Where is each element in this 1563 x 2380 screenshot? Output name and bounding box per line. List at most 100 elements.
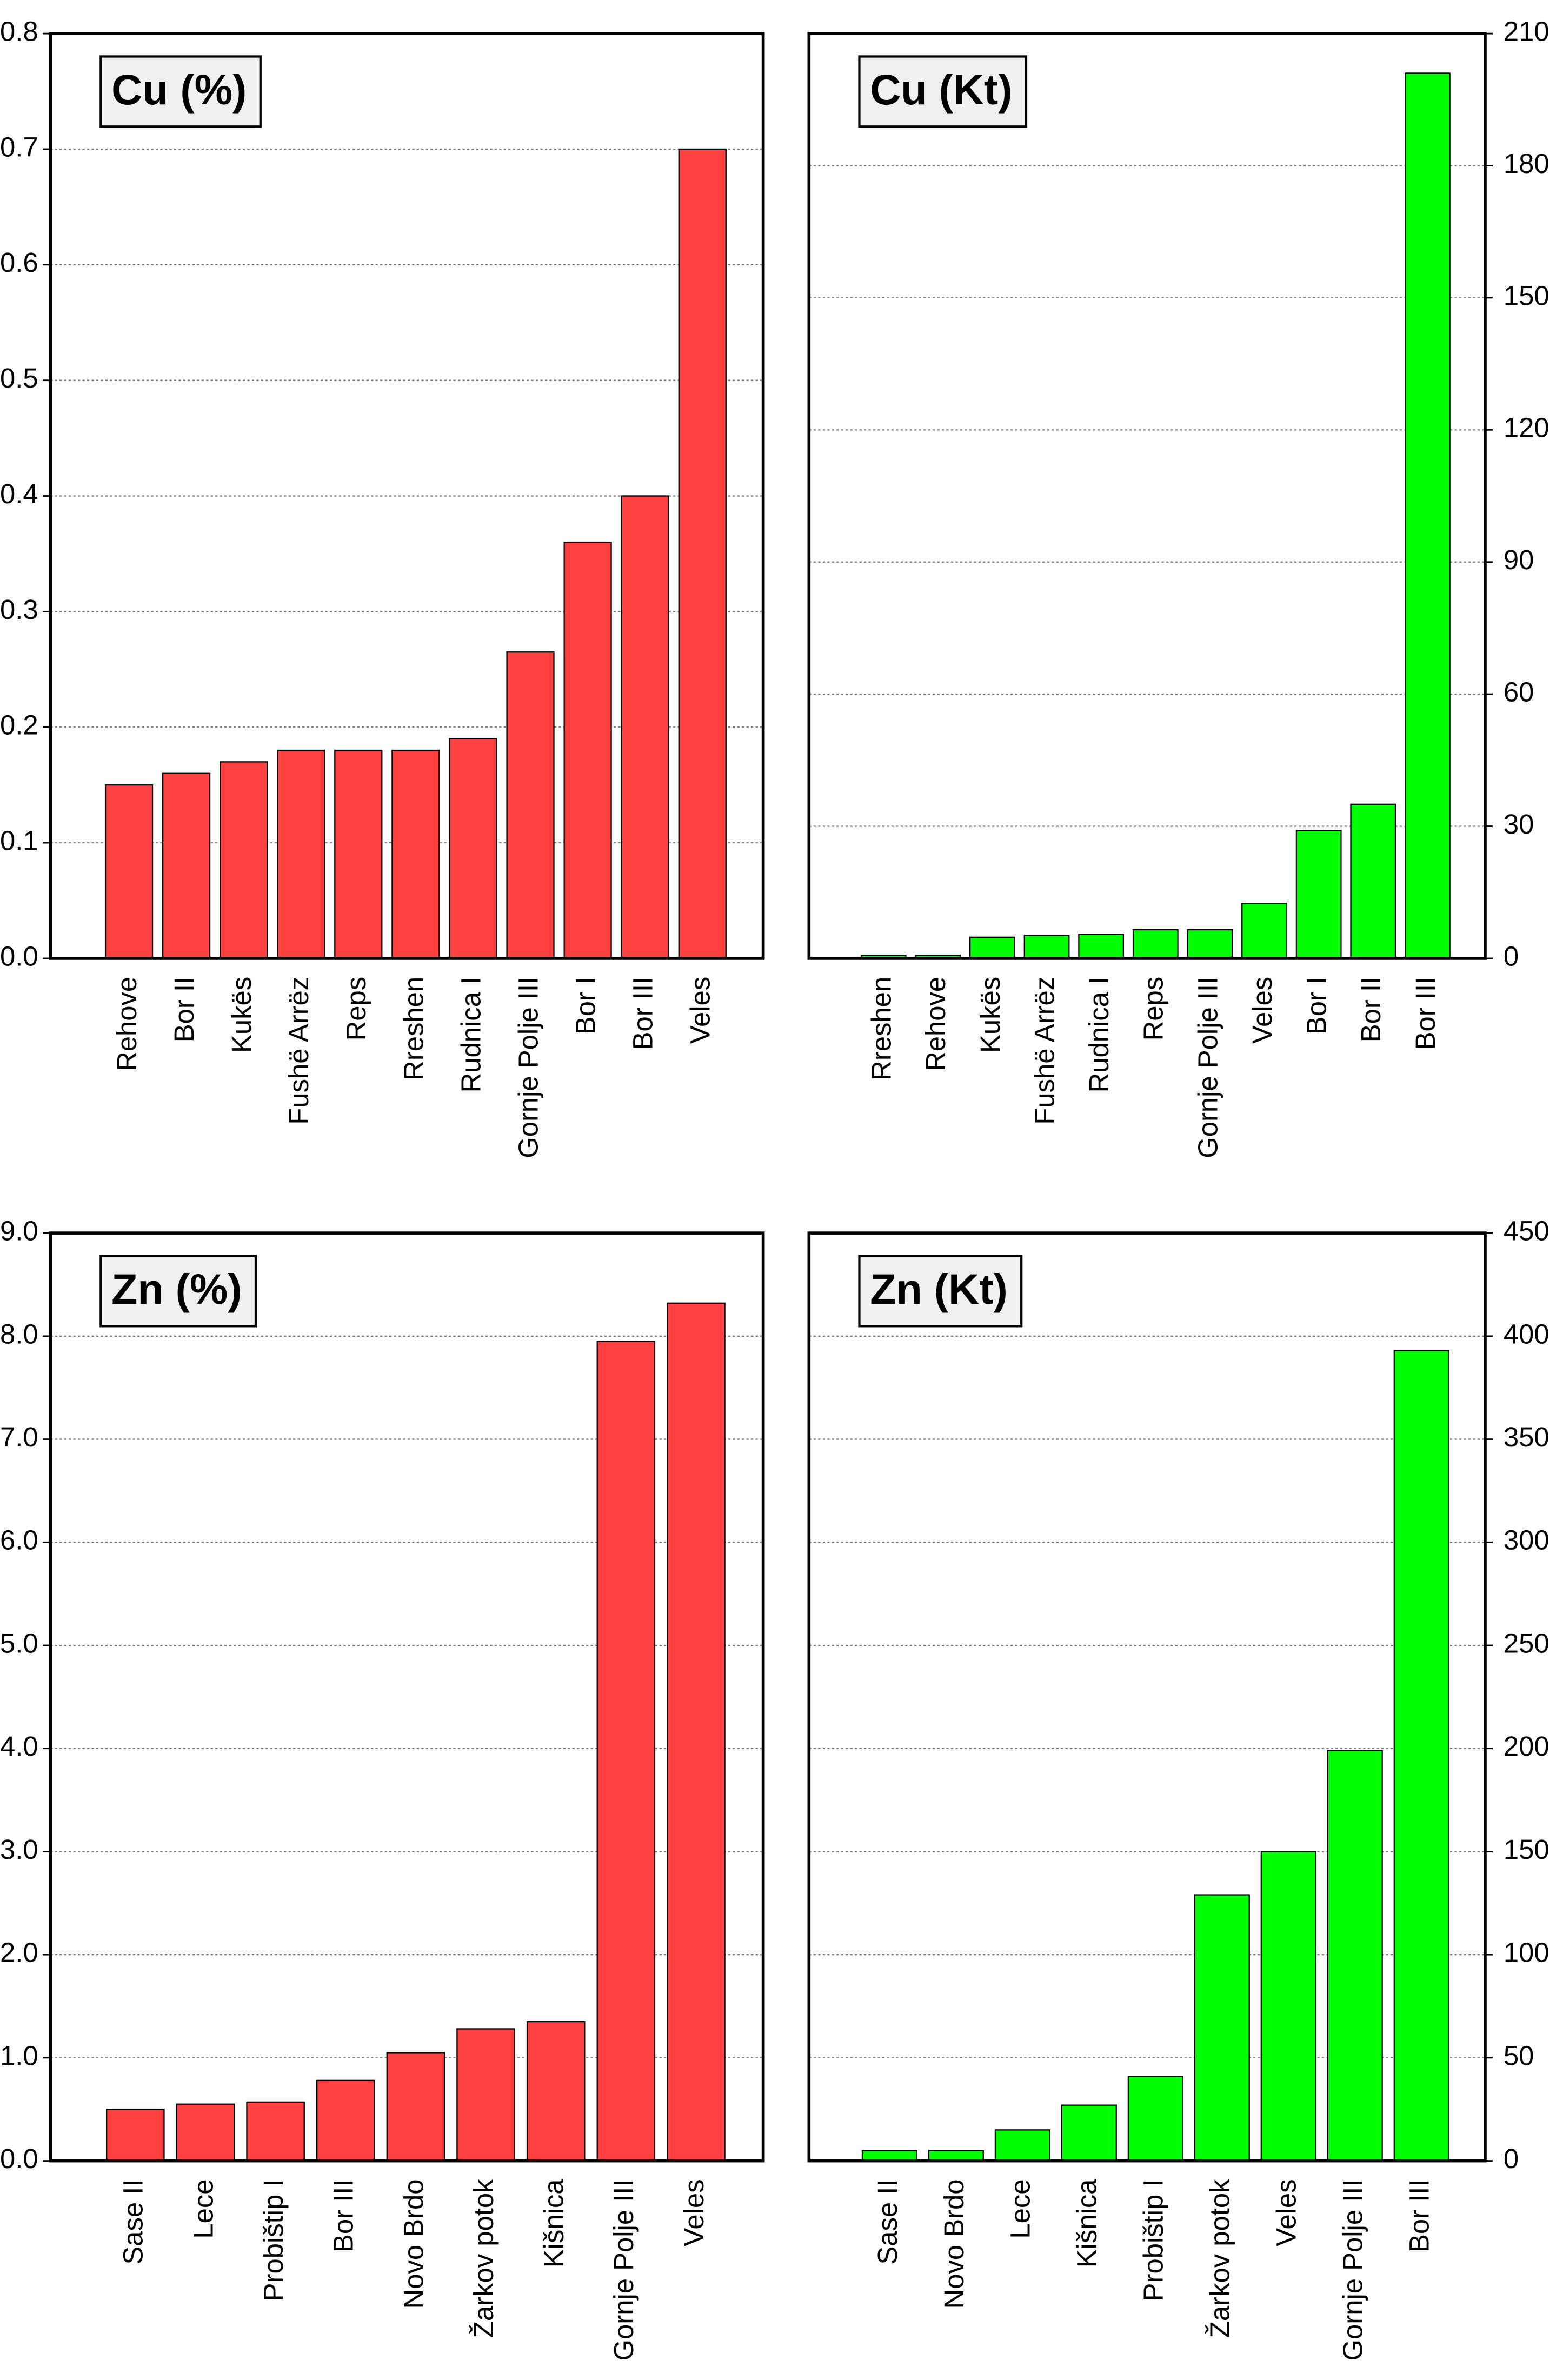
x-tick-label: Rudnica I <box>455 977 486 1093</box>
bar <box>391 749 440 959</box>
bar <box>1194 1894 1250 2162</box>
bar <box>621 495 669 959</box>
x-tick-label: Veles <box>685 977 716 1044</box>
bar <box>176 2103 235 2162</box>
x-tick-label: Rreshen <box>866 977 897 1081</box>
y-tick-label: 6.0 <box>0 1525 38 1556</box>
bar <box>386 2052 445 2162</box>
bar <box>667 1302 726 2162</box>
y-tick-label: 7.0 <box>0 1422 38 1452</box>
y-tick-label: 0.5 <box>0 363 38 394</box>
panel: 0.0 1.0 2.0 3.0 4.0 5.0 6.0 7.0 8.0 9.0 Sase II Lec… <box>0 1216 765 2361</box>
y-tick-label: 0.0 <box>0 941 38 971</box>
y-tick-label: 2.0 <box>0 1937 38 1968</box>
x-tick-label: Kišnica <box>538 2179 569 2268</box>
x-tick-label: Veles <box>679 2179 709 2246</box>
y-tick-label: 9.0 <box>0 1216 38 1246</box>
bar <box>506 651 555 959</box>
y-tick-label: 0 <box>1504 2143 1519 2174</box>
x-tick-label: Probištip I <box>1138 2179 1169 2301</box>
y-tick-label: 4.0 <box>0 1731 38 1762</box>
x-tick-label: Kišnica <box>1072 2179 1102 2268</box>
bar <box>928 2150 984 2162</box>
panel: 0 30 60 90 120 150 180 210 Rreshen Rehove Kukës Fus… <box>807 16 1549 1158</box>
x-tick-label: Žarkov potok <box>468 2179 499 2338</box>
y-tick-label: 1.0 <box>0 2040 38 2071</box>
panel: 0.0 0.1 0.2 0.3 0.4 0.5 0.6 0.7 0.8 Rehove Bor II K… <box>0 16 765 1158</box>
x-tick-label: Veles <box>1271 2179 1302 2246</box>
title-box <box>858 55 1028 128</box>
x-tick-label: Gornje Polje III <box>1338 2179 1368 2361</box>
y-tick-label: 350 <box>1504 1422 1549 1452</box>
bar <box>1241 902 1287 959</box>
y-tick-label: 0.0 <box>0 2143 38 2174</box>
x-tick-label: Sase II <box>118 2179 149 2264</box>
x-tick-label: Kukës <box>975 977 1006 1053</box>
bar <box>220 761 268 959</box>
y-tick-label: 5.0 <box>0 1628 38 1658</box>
y-tick-label: 100 <box>1504 1937 1549 1968</box>
bar <box>596 1341 656 2162</box>
bar <box>162 772 211 959</box>
x-tick-label: Žarkov potok <box>1205 2179 1235 2338</box>
plot-frame <box>49 1231 765 2163</box>
y-tick-label: 8.0 <box>0 1318 38 1349</box>
x-tick-label: Gornje Polje III <box>513 977 543 1158</box>
bar <box>1187 929 1233 959</box>
x-tick-label: Rehove <box>920 977 951 1071</box>
x-tick-label: Bor II <box>169 977 199 1042</box>
y-tick-label: 0.1 <box>0 825 38 856</box>
x-tick-label: Fushë Arrëz <box>1029 977 1060 1125</box>
bar <box>1260 1851 1316 2162</box>
bar <box>969 936 1015 959</box>
bar <box>106 2109 165 2162</box>
x-tick-label: Lece <box>1005 2179 1036 2238</box>
x-tick-label: Sase II <box>872 2179 903 2264</box>
y-tick-label: 180 <box>1504 148 1549 179</box>
title-box <box>99 1255 257 1328</box>
x-tick-label: Bor I <box>1301 977 1332 1035</box>
chart-title: Zn (%) <box>111 1265 242 1313</box>
y-tick-label: 120 <box>1504 412 1549 443</box>
y-tick-label: 250 <box>1504 1628 1549 1658</box>
bar <box>246 2101 305 2162</box>
y-tick-label: 50 <box>1504 2040 1534 2071</box>
title-box <box>99 55 262 128</box>
x-tick-label: Fushë Arrëz <box>283 977 314 1125</box>
y-tick-label: 0.4 <box>0 478 38 509</box>
bar <box>563 541 612 959</box>
bar <box>1127 2076 1183 2162</box>
y-tick-label: 60 <box>1504 677 1534 708</box>
chart-title: Zn (Kt) <box>870 1265 1008 1313</box>
y-tick-label: 0.7 <box>0 131 38 162</box>
bar <box>861 2150 917 2162</box>
y-tick-label: 30 <box>1504 809 1534 839</box>
bar <box>1295 830 1342 959</box>
x-tick-label: Bor III <box>628 977 659 1050</box>
x-tick-label: Rreshen <box>398 977 429 1081</box>
plot-frame <box>49 32 765 960</box>
bar <box>678 148 727 959</box>
x-tick-label: Bor I <box>570 977 601 1035</box>
bar <box>1327 1750 1383 2162</box>
bar <box>526 2021 586 2162</box>
x-tick-label: Rudnica I <box>1083 977 1114 1093</box>
bar <box>456 2028 515 2162</box>
y-tick-label: 210 <box>1504 16 1549 47</box>
y-tick-label: 0.8 <box>0 16 38 47</box>
bar <box>994 2129 1050 2162</box>
plot-frame <box>807 1231 1487 2163</box>
y-tick-label: 300 <box>1504 1525 1549 1556</box>
bar <box>1061 2104 1117 2162</box>
x-tick-label: Gornje Polje III <box>608 2179 639 2361</box>
x-tick-label: Reps <box>341 977 371 1041</box>
x-tick-label: Novo Brdo <box>939 2179 969 2309</box>
bar <box>1023 935 1070 959</box>
y-tick-label: 90 <box>1504 544 1534 575</box>
bar <box>334 749 383 959</box>
x-tick-label: Kukës <box>226 977 257 1053</box>
bar <box>1078 934 1125 959</box>
panel: 0 50 100 150 200 250 300 350 400 450 Sase II Novo B… <box>807 1216 1549 2361</box>
chart-title: Cu (%) <box>111 65 247 114</box>
